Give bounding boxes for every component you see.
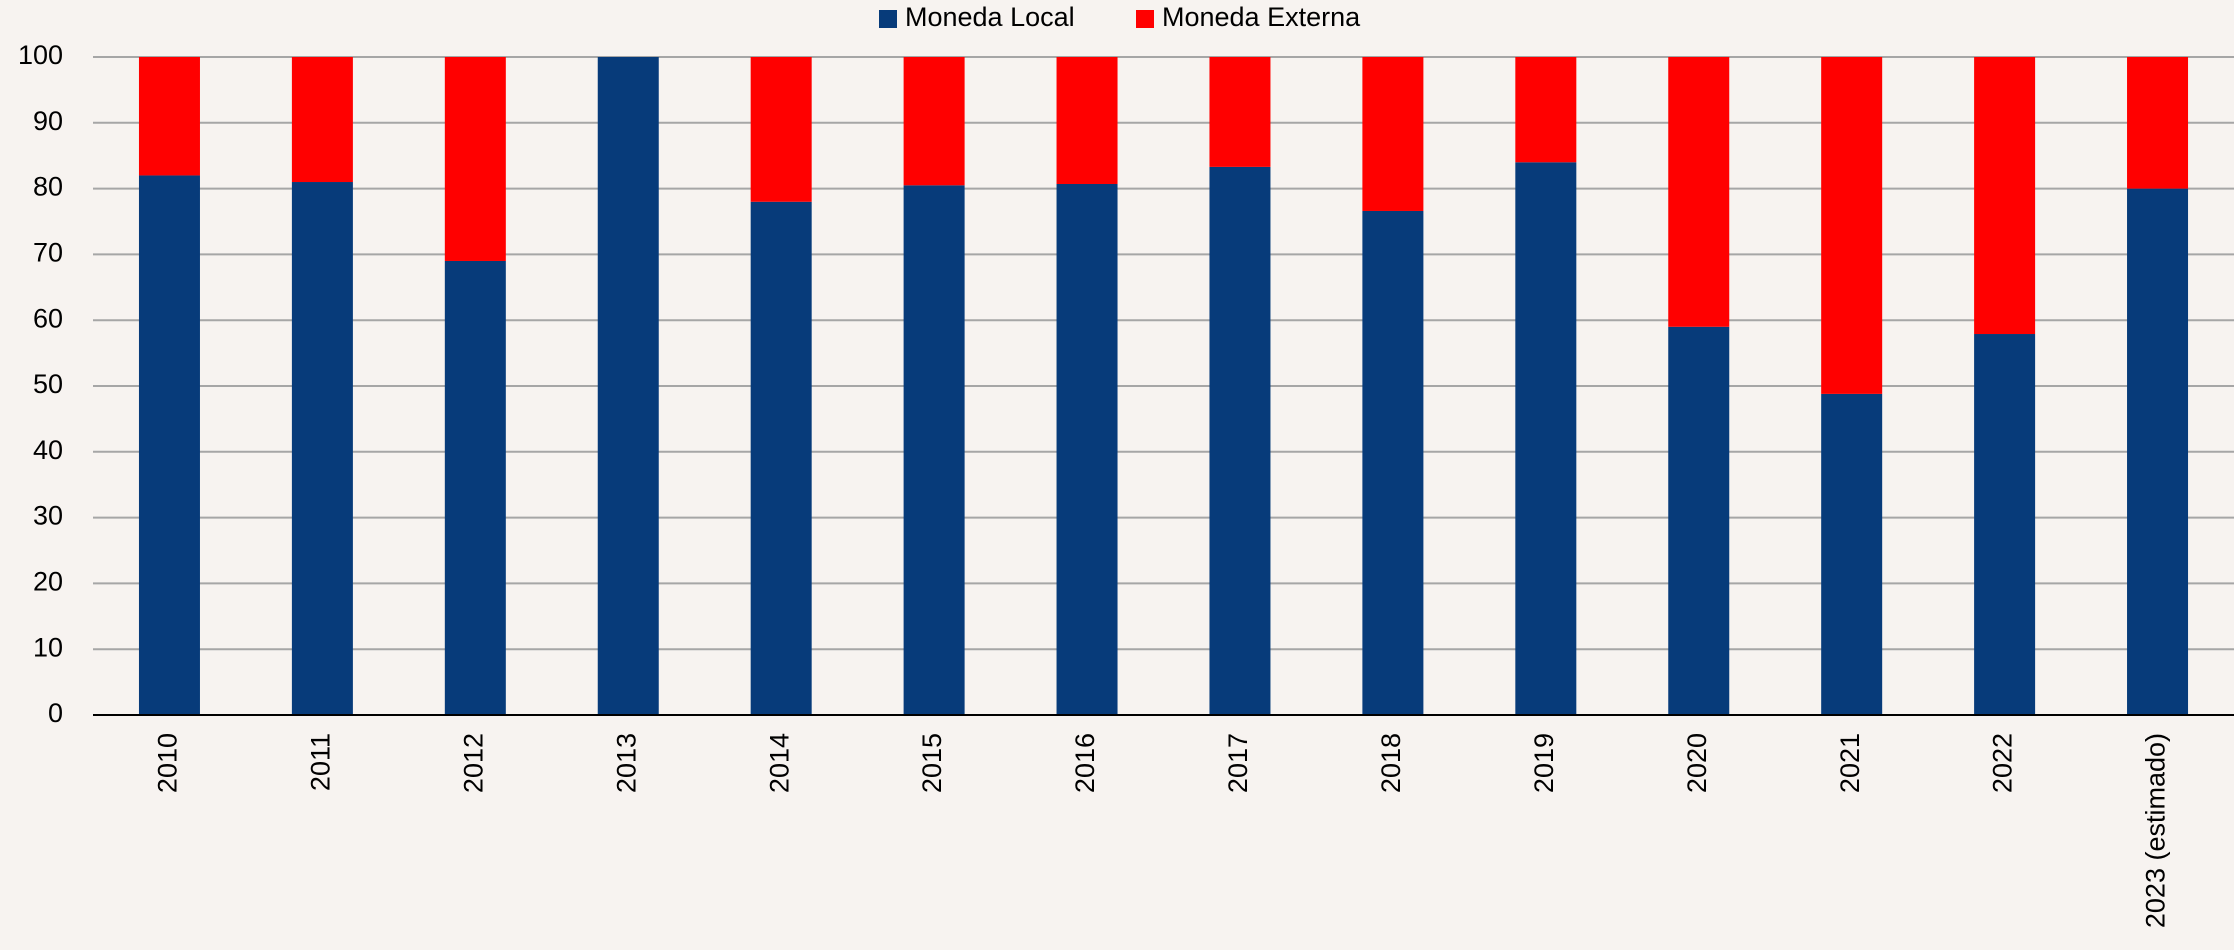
- y-tick-label: 80: [33, 172, 63, 202]
- y-tick-label: 30: [33, 501, 63, 531]
- x-tick-label: 2014: [764, 733, 794, 793]
- x-tick-label: 2023 (estimado): [2141, 733, 2171, 928]
- bar-segment: [1821, 57, 1883, 394]
- x-tick-label: 2019: [1529, 733, 1559, 793]
- y-tick-label: 50: [33, 369, 63, 399]
- legend-swatch: [1136, 10, 1154, 28]
- bar-segment: [903, 185, 965, 715]
- bar-segment: [1362, 210, 1424, 716]
- x-tick-label: 2020: [1682, 733, 1712, 793]
- bar-segment: [1974, 334, 2036, 715]
- bar-segment: [1209, 166, 1271, 716]
- bar-segment: [1056, 183, 1118, 715]
- x-tick-label: 2011: [306, 733, 336, 791]
- bar-segment: [1362, 57, 1424, 211]
- bar-segment: [444, 57, 506, 261]
- y-tick-label: 70: [33, 238, 63, 268]
- bar-segment: [1668, 326, 1730, 715]
- x-tick-label: 2012: [458, 733, 488, 793]
- bar-segment: [903, 57, 965, 186]
- bar-segment: [1515, 57, 1577, 163]
- bar-segment: [444, 260, 506, 715]
- x-tick-label: 2013: [611, 733, 641, 793]
- y-tick-label: 0: [48, 698, 63, 728]
- x-tick-label: 2016: [1070, 733, 1100, 793]
- bar-segment: [1515, 162, 1577, 715]
- bar-segment: [2127, 188, 2189, 716]
- bar-segment: [1056, 57, 1118, 184]
- x-tick-label: 2018: [1376, 733, 1406, 793]
- bar-segment: [138, 57, 200, 176]
- bar-segment: [750, 57, 812, 202]
- x-tick-label: 2010: [153, 733, 183, 793]
- x-tick-label: 2022: [1988, 733, 2018, 793]
- bar-segment: [138, 175, 200, 715]
- bar-segment: [2127, 57, 2189, 189]
- bar-segment: [750, 201, 812, 715]
- bar-segment: [291, 57, 353, 183]
- legend-label: Moneda Externa: [1162, 2, 1361, 32]
- y-tick-label: 20: [33, 567, 63, 597]
- legend-label: Moneda Local: [905, 2, 1075, 32]
- bar-segment: [1974, 57, 2036, 335]
- bar-segment: [1668, 57, 1730, 327]
- y-tick-label: 100: [18, 40, 63, 70]
- x-tick-label: 2017: [1223, 733, 1253, 793]
- y-tick-label: 40: [33, 435, 63, 465]
- bar-segment: [597, 57, 659, 715]
- x-tick-label: 2015: [917, 733, 947, 793]
- y-tick-label: 90: [33, 106, 63, 136]
- x-tick-label: 2021: [1835, 733, 1865, 793]
- bar-segment: [1209, 57, 1271, 167]
- y-tick-label: 60: [33, 303, 63, 333]
- legend-swatch: [879, 10, 897, 28]
- bar-segment: [291, 182, 353, 715]
- bar-segment: [1821, 393, 1883, 715]
- y-tick-label: 10: [33, 632, 63, 662]
